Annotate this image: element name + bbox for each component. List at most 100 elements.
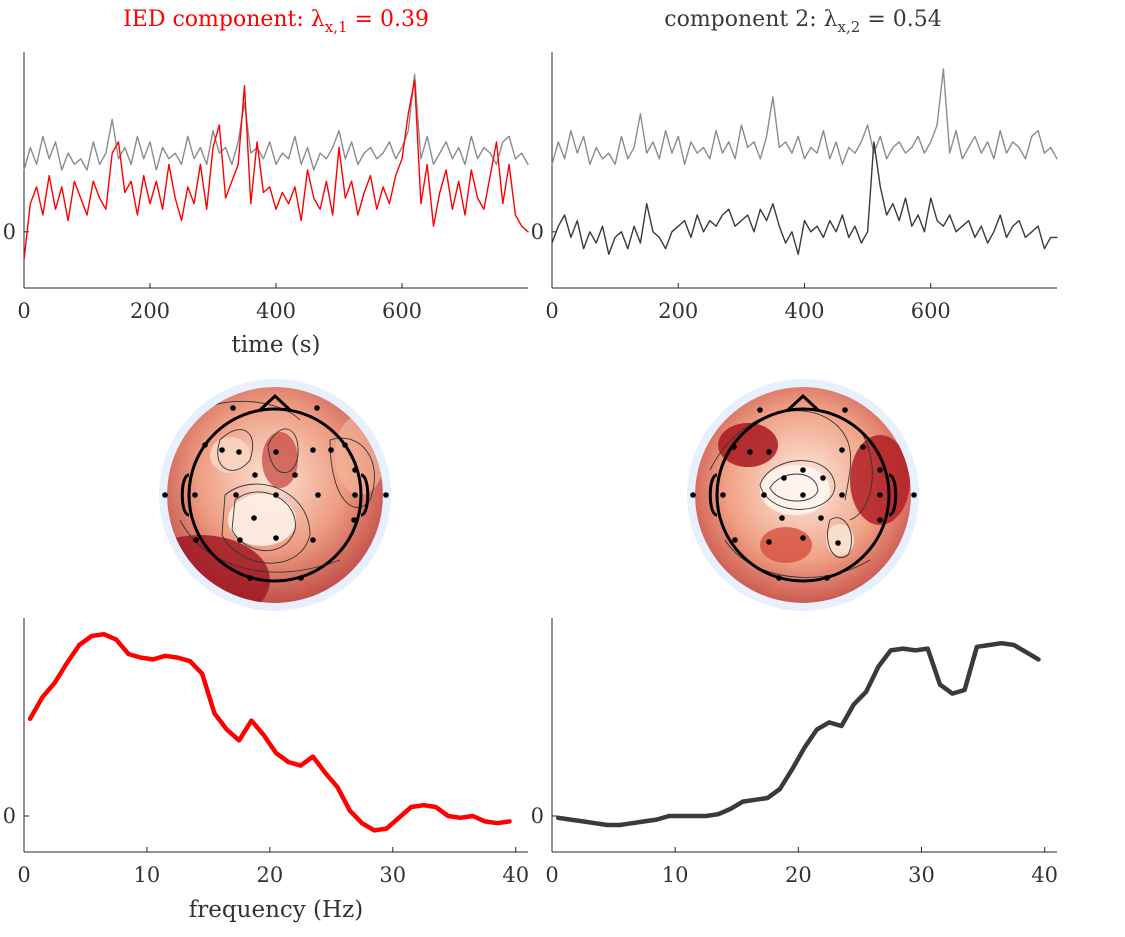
left-ear-icon: [180, 473, 190, 517]
electrode-dot: [820, 475, 826, 481]
series-line-ied-component-spectrum: [27, 631, 512, 833]
topomap-high-region: [718, 423, 778, 467]
nose-icon: [786, 393, 820, 412]
electrode-dot: [732, 537, 738, 543]
electrode-dot: [230, 405, 236, 411]
electrode-dot: [824, 575, 830, 581]
x-tick-label: 600: [382, 299, 422, 323]
x-tick-label: 0: [17, 863, 30, 887]
topomap-contour: [849, 429, 873, 521]
head-outline: [715, 407, 891, 583]
series-line-component-2: [551, 141, 1058, 256]
electrode-dot: [351, 517, 357, 523]
topomap-contour: [827, 517, 852, 558]
topomap-low-region: [228, 494, 296, 546]
electrode-dot: [860, 444, 866, 450]
y-tick-label: 0: [531, 804, 544, 828]
electrode-dot: [310, 447, 316, 453]
electrode-dot: [779, 515, 785, 521]
y-tick-label: 0: [3, 220, 16, 244]
series-line-ied-component: [23, 79, 529, 261]
electrode-set: [162, 405, 389, 581]
electrode-dot: [247, 575, 253, 581]
topomap-contour: [221, 483, 311, 564]
topomap-contour: [329, 437, 375, 508]
electrode-dot: [342, 442, 348, 448]
electrode-dot: [842, 407, 848, 413]
x-tick-label: 0: [17, 299, 30, 323]
x-tick-label: 0: [545, 299, 558, 323]
x-tick-label: 40: [502, 863, 529, 887]
electrode-dot: [314, 405, 320, 411]
electrode-dot: [252, 472, 258, 478]
electrode-dot: [237, 537, 243, 543]
electrode-dot: [877, 517, 883, 523]
y-tick-label: 0: [3, 804, 16, 828]
electrode-dot: [273, 449, 279, 455]
right-ear-icon: [360, 473, 370, 517]
left-ear-icon: [708, 473, 718, 517]
time-series-panel-ied: 0 200 400 600 0 time (s): [3, 52, 529, 358]
nose-icon: [258, 393, 292, 412]
topomap-contour: [267, 428, 299, 473]
title-component-2: component 2: λx,2 = 0.54: [664, 7, 941, 36]
head-outline: [187, 407, 363, 583]
electrode-dot: [310, 537, 316, 543]
electrode-dot: [766, 449, 772, 455]
electrode-dot: [800, 492, 806, 498]
x-tick-label: 10: [662, 863, 689, 887]
electrode-dot: [877, 492, 883, 498]
electrode-dot: [273, 535, 279, 541]
electrode-dot: [202, 442, 208, 448]
electrode-dot: [731, 444, 737, 450]
x-axis-label: time (s): [231, 332, 320, 358]
topomap-contour: [709, 410, 852, 501]
spectrum-panel-ied: 0 10 20 30 40 0 frequency (Hz): [3, 618, 529, 923]
electrode-dot: [800, 467, 806, 473]
x-tick-label: 400: [256, 299, 296, 323]
series-line-component-2-spectrum: [555, 640, 1041, 828]
x-tick-label: 10: [134, 863, 161, 887]
electrode-dot: [747, 449, 753, 455]
electrode-dot: [352, 492, 358, 498]
spectrum-panel-component-2: 0 10 20 30 40 0: [531, 618, 1058, 887]
electrode-dot: [781, 475, 787, 481]
electrode-dot: [839, 447, 845, 453]
topomap-high-region: [760, 527, 812, 563]
electrode-dot: [251, 515, 257, 521]
electrode-dot: [233, 492, 239, 498]
x-tick-label: 600: [911, 299, 951, 323]
x-tick-label: 30: [379, 863, 406, 887]
electrode-dot: [162, 492, 168, 498]
electrode-dot: [911, 492, 917, 498]
electrode-dot: [298, 575, 304, 581]
topomap-contour: [217, 429, 254, 471]
electrode-dot: [720, 492, 726, 498]
time-series-panel-component-2: 0 200 400 600 0: [531, 52, 1058, 323]
electrode-dot: [193, 537, 199, 543]
electrode-dot: [236, 449, 242, 455]
electrode-dot: [690, 492, 696, 498]
right-ear-icon: [888, 473, 898, 517]
x-axis-label: frequency (Hz): [189, 897, 363, 923]
electrode-dot: [292, 472, 298, 478]
electrode-dot: [766, 539, 772, 545]
electrode-dot: [839, 492, 845, 498]
electrode-dot: [315, 492, 321, 498]
topomap-contour: [759, 460, 836, 510]
electrode-dot: [383, 492, 389, 498]
electrode-dot: [273, 492, 279, 498]
topomap-low-region: [826, 524, 854, 556]
x-tick-label: 20: [256, 863, 283, 887]
topomap-component-2: [687, 379, 919, 611]
x-tick-label: 200: [658, 299, 698, 323]
electrode-dot: [328, 447, 334, 453]
topomap-contour: [231, 491, 296, 552]
electrode-dot: [800, 535, 806, 541]
x-tick-label: 0: [545, 863, 558, 887]
y-tick-label: 0: [531, 220, 544, 244]
electrode-dot: [761, 492, 767, 498]
topomap-low-region: [760, 465, 830, 515]
topomap-contour: [179, 519, 341, 573]
electrode-dot: [776, 575, 782, 581]
